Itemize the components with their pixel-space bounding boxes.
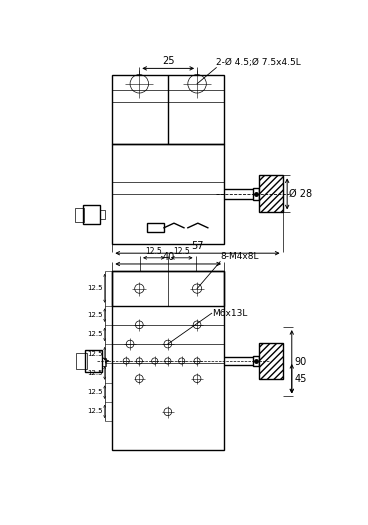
Bar — [112, 271, 224, 306]
Text: 12.5: 12.5 — [87, 331, 102, 338]
Text: 40: 40 — [162, 251, 174, 261]
Bar — [259, 175, 283, 213]
Bar — [253, 355, 259, 366]
Bar — [112, 144, 224, 244]
Text: 45: 45 — [294, 374, 307, 384]
Bar — [75, 208, 84, 222]
Bar — [112, 75, 224, 144]
Text: 12.5: 12.5 — [146, 247, 162, 256]
Text: 12.5: 12.5 — [87, 285, 102, 291]
Bar — [102, 358, 106, 365]
Bar — [85, 350, 102, 372]
Text: 12.5: 12.5 — [173, 247, 190, 256]
Bar — [83, 205, 100, 224]
Text: 12.5: 12.5 — [87, 370, 102, 376]
Text: 25: 25 — [162, 56, 174, 66]
Text: 12.5: 12.5 — [87, 408, 102, 414]
Text: 90: 90 — [294, 357, 306, 367]
Text: 2-Ø 4.5;Ø 7.5x4.5L: 2-Ø 4.5;Ø 7.5x4.5L — [216, 58, 301, 67]
Bar — [253, 188, 259, 200]
Text: 12.5: 12.5 — [87, 351, 102, 356]
Text: 12.5: 12.5 — [87, 312, 102, 318]
Bar — [100, 210, 105, 219]
Text: Ø 28: Ø 28 — [290, 189, 312, 199]
Text: 12.5: 12.5 — [87, 389, 102, 395]
Text: 57: 57 — [191, 241, 204, 251]
Bar — [259, 343, 283, 379]
Text: 8-M4x8L: 8-M4x8L — [220, 252, 259, 261]
Bar — [112, 271, 224, 450]
Text: M6x13L: M6x13L — [212, 309, 248, 318]
Bar — [147, 223, 164, 233]
Bar — [76, 352, 87, 370]
